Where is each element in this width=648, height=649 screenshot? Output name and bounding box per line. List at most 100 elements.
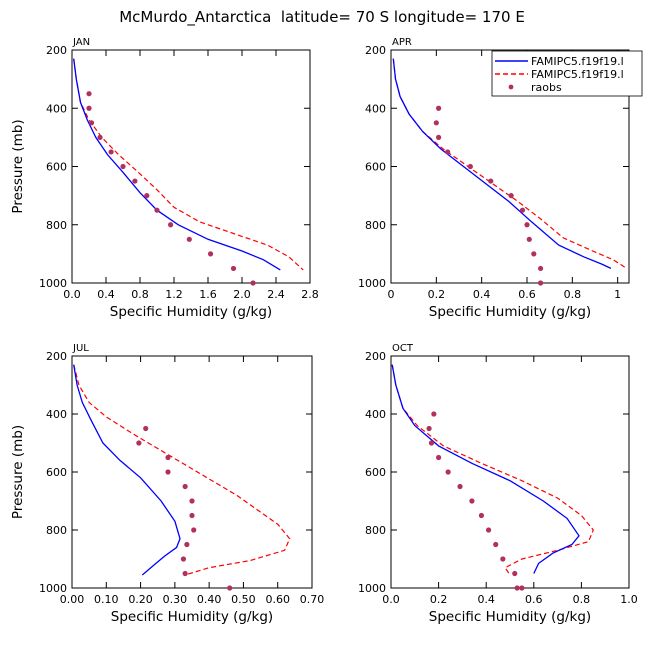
x-tick-label: 1 bbox=[614, 288, 621, 301]
panel-label: JAN bbox=[72, 37, 90, 48]
x-tick-label: 0.6 bbox=[525, 593, 543, 606]
raobs-point bbox=[165, 469, 171, 475]
x-tick-label: 0.4 bbox=[97, 288, 115, 301]
series-line-model2 bbox=[391, 364, 594, 576]
raobs-point bbox=[428, 440, 435, 446]
raobs-point bbox=[144, 193, 150, 199]
x-tick-label: 0.40 bbox=[197, 593, 222, 606]
raobs-point bbox=[469, 498, 475, 504]
x-tick-label: 0.4 bbox=[477, 593, 495, 606]
y-tick-label: 400 bbox=[46, 102, 67, 115]
y-tick-label: 400 bbox=[365, 408, 386, 421]
x-tick-label: 1.6 bbox=[199, 288, 217, 301]
plot-frame bbox=[71, 49, 311, 284]
plot-frame bbox=[390, 355, 630, 589]
y-axis-label: Pressure (mb) bbox=[10, 119, 26, 213]
raobs-point bbox=[250, 280, 256, 286]
panel-label: OCT bbox=[392, 343, 414, 354]
raobs-point bbox=[467, 163, 473, 170]
raobs-point bbox=[191, 527, 197, 533]
x-tick-label: 0.70 bbox=[300, 593, 325, 606]
raobs-point bbox=[485, 527, 492, 533]
raobs-point bbox=[519, 585, 525, 591]
y-tick-label: 1000 bbox=[39, 277, 67, 290]
y-tick-label: 800 bbox=[365, 219, 386, 232]
x-tick-label: 0.2 bbox=[428, 288, 446, 301]
y-tick-label: 1000 bbox=[39, 582, 67, 595]
x-tick-label: 2.8 bbox=[301, 288, 319, 301]
x-tick-label: 0.0 bbox=[382, 593, 400, 606]
raobs-point bbox=[531, 251, 537, 257]
raobs-point bbox=[182, 483, 188, 490]
x-tick-label: 0.6 bbox=[518, 288, 536, 301]
y-tick-label: 600 bbox=[46, 161, 67, 174]
y-tick-label: 1000 bbox=[358, 582, 386, 595]
series-line-model1 bbox=[73, 58, 281, 271]
legend-label-model2: FAMIPC5.f19f19.l bbox=[531, 68, 624, 81]
raobs-point bbox=[108, 149, 114, 155]
raobs-point bbox=[436, 105, 442, 111]
series-line-model2 bbox=[73, 364, 291, 576]
y-tick-label: 400 bbox=[365, 102, 386, 115]
raobs-point bbox=[182, 570, 188, 577]
panels: JAN 0.0 0.4 0.8 1.2 1.6 2.0 2.4 2.8 200 400 600 800 1… bbox=[10, 37, 638, 625]
raobs-point bbox=[493, 541, 499, 548]
x-tick-label: 0.50 bbox=[231, 593, 256, 606]
x-tick-label: 0.10 bbox=[94, 593, 119, 606]
panel-oct: OCT 0.0 0.2 0.4 0.6 0.8 1.0 200 400 600 800 1000 Spe… bbox=[358, 343, 638, 625]
raobs-point bbox=[508, 193, 514, 199]
x-axis-label: Specific Humidity (g/kg) bbox=[429, 609, 591, 625]
raobs-point bbox=[488, 178, 494, 184]
raobs-point bbox=[165, 454, 171, 461]
x-tick-label: 0.2 bbox=[430, 593, 448, 606]
x-tick-label: 0.8 bbox=[573, 593, 591, 606]
raobs-point bbox=[431, 411, 437, 417]
legend-box bbox=[491, 50, 643, 97]
raobs-point bbox=[538, 280, 544, 286]
raobs-point bbox=[132, 178, 138, 184]
series-line-model1 bbox=[392, 58, 612, 269]
x-tick-label: 0.60 bbox=[265, 593, 290, 606]
raobs-point bbox=[526, 236, 532, 242]
y-tick-label: 1000 bbox=[358, 277, 386, 290]
x-tick-label: 2.4 bbox=[267, 288, 285, 301]
x-tick-label: 1.0 bbox=[620, 593, 638, 606]
legend-label-raobs: raobs bbox=[531, 81, 562, 94]
raobs-point bbox=[227, 585, 233, 591]
raobs-point bbox=[478, 512, 485, 519]
raobs-point bbox=[445, 469, 451, 475]
x-axis-label: Specific Humidity (g/kg) bbox=[111, 609, 273, 625]
series-line-model1 bbox=[391, 364, 580, 574]
raobs-point bbox=[88, 120, 95, 126]
raobs-point bbox=[180, 556, 187, 562]
raobs-point bbox=[154, 207, 160, 213]
panel-jan: JAN 0.0 0.4 0.8 1.2 1.6 2.0 2.4 2.8 200 400 600 800 1… bbox=[10, 37, 319, 320]
y-tick-label: 400 bbox=[46, 408, 67, 421]
x-axis-label: Specific Humidity (g/kg) bbox=[429, 304, 591, 320]
panel-jul: JUL 0.00 0.10 0.20 0.30 0.40 0.50 0.60 0.70 200 40… bbox=[10, 343, 324, 625]
raobs-point bbox=[457, 483, 463, 490]
x-tick-label: 0 bbox=[388, 288, 395, 301]
x-tick-label: 2.0 bbox=[233, 288, 251, 301]
panel-label: JUL bbox=[72, 343, 89, 354]
y-tick-label: 800 bbox=[46, 524, 67, 537]
figure-title: McMurdo_Antarctica latitude= 70 S longit… bbox=[119, 8, 525, 27]
raobs-point bbox=[189, 512, 195, 519]
raobs-point bbox=[433, 120, 439, 126]
x-tick-label: 0.8 bbox=[131, 288, 149, 301]
raobs-point bbox=[86, 105, 92, 111]
legend-dot-raobs bbox=[508, 84, 514, 90]
raobs-point bbox=[97, 134, 103, 140]
legend-label-model1: FAMIPC5.f19f19.l bbox=[531, 55, 624, 68]
raobs-point bbox=[519, 207, 526, 213]
y-tick-label: 600 bbox=[365, 161, 386, 174]
panel-label: APR bbox=[392, 37, 412, 48]
raobs-point bbox=[120, 163, 126, 170]
y-tick-label: 200 bbox=[365, 350, 386, 363]
raobs-point bbox=[426, 425, 432, 432]
x-tick-label: 0.0 bbox=[63, 288, 81, 301]
x-tick-label: 0.8 bbox=[564, 288, 582, 301]
y-tick-label: 800 bbox=[365, 524, 386, 537]
raobs-point bbox=[136, 440, 142, 446]
